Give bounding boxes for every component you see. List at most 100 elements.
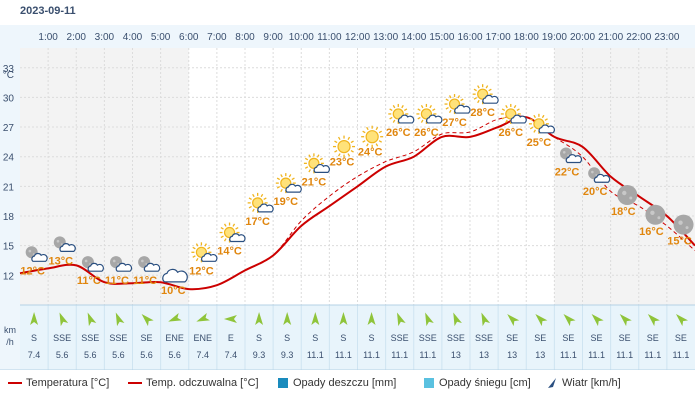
hour-label: 15:00 xyxy=(429,32,454,43)
wind-direction-label: S xyxy=(312,333,318,343)
sun-icon xyxy=(333,135,356,158)
sun-ray xyxy=(366,143,369,147)
wind-unit-label: km xyxy=(4,325,16,335)
temperature-label: 13°C xyxy=(48,255,73,267)
wind-arrow xyxy=(196,313,210,322)
sun-cloud-icon xyxy=(388,103,415,124)
sun-disc xyxy=(195,246,208,258)
legend-label: Temperatura [°C] xyxy=(26,377,110,389)
sun-ray xyxy=(375,143,379,147)
sun-ray xyxy=(252,208,255,212)
sun-ray xyxy=(316,154,320,158)
temperature-label: 28°C xyxy=(470,107,495,119)
wind-arrow xyxy=(339,312,348,325)
temperature-label: 10°C xyxy=(161,285,186,297)
wind-arrow xyxy=(115,312,125,327)
wind-speed-label: 11.1 xyxy=(307,350,324,360)
wind-speed-label: 11.1 xyxy=(363,350,380,360)
wind-arrow xyxy=(591,314,604,327)
wind-arrow xyxy=(87,312,97,327)
sun-ray xyxy=(533,129,536,133)
cloud-outline xyxy=(397,114,415,124)
temperature-line xyxy=(19,116,695,291)
moon-icon xyxy=(645,204,666,225)
sun-ray xyxy=(417,116,421,120)
wind-arrow xyxy=(619,314,632,327)
wind-speed-label: 11.1 xyxy=(644,350,661,360)
y-tick-label: 24 xyxy=(3,153,15,164)
moon-crater xyxy=(28,249,32,253)
hour-label: 8:00 xyxy=(235,32,255,43)
moon-crater xyxy=(629,196,633,200)
temperature-label: 20°C xyxy=(583,186,608,198)
sun-ray xyxy=(477,85,480,89)
temperature-line-swatch xyxy=(8,382,22,385)
moon-crater xyxy=(685,226,689,230)
hour-label: 3:00 xyxy=(95,32,115,43)
sun-ray xyxy=(334,140,338,144)
wind-arrow xyxy=(223,315,237,323)
cloud-outline xyxy=(565,154,583,164)
moon-crater xyxy=(562,150,566,154)
sun-ray xyxy=(378,130,383,134)
sun-cloud-icon xyxy=(444,94,471,115)
cloud-shape xyxy=(565,154,583,164)
hour-label: 11:00 xyxy=(317,32,342,43)
wind-speed-label: 11.1 xyxy=(673,350,690,360)
sun-ray xyxy=(260,193,264,198)
sun-ray xyxy=(432,108,436,112)
sun-ray xyxy=(505,104,508,109)
sun-ray xyxy=(378,140,383,143)
wind-speed-label: 13 xyxy=(479,350,489,360)
sun-disc xyxy=(392,108,404,120)
sun-icon xyxy=(361,125,384,148)
temperature-label: 15°C xyxy=(667,236,692,248)
sun-ray xyxy=(501,116,506,120)
sun-ray xyxy=(276,186,281,189)
moon-icon xyxy=(673,214,694,235)
moon-disc xyxy=(645,204,666,225)
hour-label: 4:00 xyxy=(123,32,143,43)
temperature-label: 11°C xyxy=(77,275,101,287)
wind-speed-label: 7.4 xyxy=(197,350,210,360)
wind-arrow xyxy=(675,314,689,327)
wind-arrow xyxy=(283,312,292,325)
moon-cloud-icon xyxy=(53,236,76,253)
sun-ray xyxy=(392,119,396,123)
temperature-label: 27°C xyxy=(442,117,467,129)
forecast-date: 2023-09-11 xyxy=(20,5,76,17)
cloud-shape xyxy=(257,203,274,213)
moon-crater xyxy=(117,263,120,265)
temperature-label: 17°C xyxy=(245,216,270,228)
sun-ray xyxy=(389,116,393,120)
wind-arrow xyxy=(647,314,660,327)
feels-like-line-swatch xyxy=(128,382,142,385)
hour-label: 17:00 xyxy=(486,32,511,43)
sun-disc xyxy=(280,177,292,189)
cloud-outline xyxy=(454,104,471,114)
wind-speed-label: 7.4 xyxy=(225,350,238,360)
wind-arrow xyxy=(367,312,376,325)
sun-ray xyxy=(347,153,351,157)
sun-ray xyxy=(220,226,224,230)
wind-direction-label: SE xyxy=(675,333,687,343)
cloud-shape xyxy=(143,262,161,272)
hour-header-band xyxy=(20,25,695,48)
sun-ray xyxy=(529,118,534,121)
wind-direction-label: SSE xyxy=(109,333,127,343)
temperature-label: 11°C xyxy=(105,275,129,287)
wind-arrow xyxy=(425,312,434,327)
moon-cloud-icon xyxy=(81,256,104,272)
moon-crater xyxy=(84,259,88,263)
cloud-outline xyxy=(115,262,133,272)
sun-disc xyxy=(308,157,320,169)
sun-ray xyxy=(204,243,207,247)
wind-direction-label: S xyxy=(284,333,290,343)
cloud-shape xyxy=(397,114,415,124)
sun-ray xyxy=(223,238,227,242)
wind-speed-label: 11.1 xyxy=(391,350,408,360)
moon-crater xyxy=(56,239,60,243)
sun-ray xyxy=(501,108,506,112)
wind-direction-label: SSE xyxy=(53,333,71,343)
wind-unit-label: /h xyxy=(6,337,14,347)
